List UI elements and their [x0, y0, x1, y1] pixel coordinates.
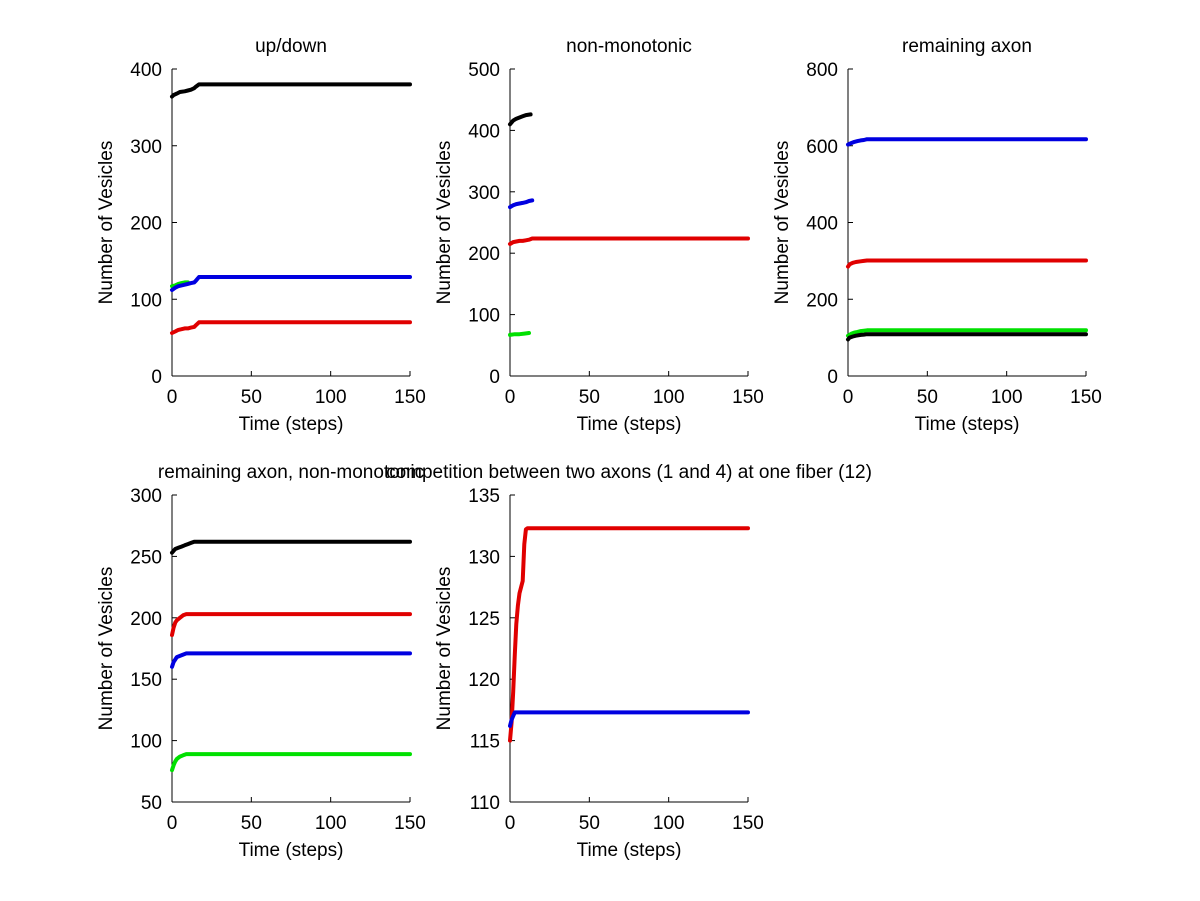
series-line-green [170, 280, 190, 289]
y-tick-label: 125 [468, 609, 500, 630]
y-tick-label: 200 [130, 214, 162, 235]
series-line-green [846, 328, 1088, 338]
y-tick-label: 115 [470, 732, 500, 753]
y-tick-label: 130 [468, 547, 500, 568]
y-tick-label: 200 [806, 290, 838, 311]
y-tick-label: 800 [806, 60, 838, 81]
y-tick-label: 300 [130, 486, 162, 507]
series-line-red [508, 526, 750, 743]
x-axis-label: Time (steps) [915, 414, 1020, 435]
x-tick-label: 50 [241, 387, 262, 408]
y-tick-label: 0 [489, 367, 500, 388]
x-tick-label: 50 [579, 813, 600, 834]
y-tick-label: 200 [468, 244, 500, 265]
x-tick-label: 150 [1070, 387, 1102, 408]
x-tick-label: 0 [167, 813, 178, 834]
y-tick-label: 110 [470, 793, 500, 814]
x-tick-label: 100 [315, 813, 347, 834]
x-tick-label: 50 [917, 387, 938, 408]
y-axis-label: Number of Vesicles [96, 567, 117, 731]
chart-title: remaining axon [902, 36, 1032, 57]
x-tick-label: 50 [241, 813, 262, 834]
y-tick-label: 50 [141, 793, 162, 814]
chart-title: up/down [255, 36, 327, 57]
x-tick-label: 100 [315, 387, 347, 408]
series-line-red [508, 236, 750, 246]
x-axis-label: Time (steps) [239, 840, 344, 861]
x-tick-label: 0 [505, 387, 516, 408]
x-tick-label: 0 [167, 387, 178, 408]
series-line-red [170, 612, 412, 637]
series-line-black [170, 539, 412, 555]
series-line-blue [170, 275, 412, 292]
y-tick-label: 300 [468, 183, 500, 204]
y-tick-label: 400 [130, 60, 162, 81]
x-tick-label: 100 [991, 387, 1023, 408]
series-line-red [170, 320, 412, 335]
y-axis-label: Number of Vesicles [434, 141, 455, 305]
series-line-blue [170, 651, 412, 669]
x-tick-label: 100 [653, 813, 685, 834]
y-tick-label: 100 [130, 732, 162, 753]
x-tick-label: 100 [653, 387, 685, 408]
x-tick-label: 150 [394, 813, 426, 834]
x-axis-label: Time (steps) [577, 414, 682, 435]
y-axis-label: Number of Vesicles [434, 567, 455, 731]
y-tick-label: 100 [130, 290, 162, 311]
series-line-blue [508, 710, 750, 728]
y-tick-label: 600 [806, 137, 838, 158]
series-line-green [508, 331, 531, 337]
y-tick-label: 400 [468, 121, 500, 142]
series-line-red [846, 258, 1088, 269]
y-tick-label: 100 [468, 306, 500, 327]
x-tick-label: 0 [843, 387, 854, 408]
y-tick-label: 0 [151, 367, 162, 388]
chart-panel-5: 0 50 100 150 110 115 120 125 130 135 competition b… [386, 462, 872, 861]
series-line-blue [508, 198, 535, 210]
chart-title: remaining axon, non-monotonic [158, 462, 424, 483]
series-line-black [846, 332, 1088, 342]
x-tick-label: 150 [394, 387, 426, 408]
y-tick-label: 500 [468, 60, 500, 81]
series-line-blue [846, 137, 1088, 147]
y-axis-label: Number of Vesicles [772, 141, 793, 305]
chart-title: competition between two axons (1 and 4) … [386, 462, 872, 483]
x-tick-label: 150 [732, 813, 764, 834]
y-tick-label: 0 [827, 367, 838, 388]
chart-title: non-monotonic [566, 36, 692, 57]
y-tick-label: 400 [806, 214, 838, 235]
y-tick-label: 150 [130, 670, 162, 691]
x-axis-label: Time (steps) [239, 414, 344, 435]
y-tick-label: 250 [130, 547, 162, 568]
y-tick-label: 135 [468, 486, 500, 507]
x-axis-label: Time (steps) [577, 840, 682, 861]
series-line-black [508, 112, 533, 127]
chart-panel-3: 0 50 100 150 0 200 400 600 800 remaining axon Time… [772, 36, 1102, 435]
x-tick-label: 0 [505, 813, 516, 834]
series-line-green [170, 752, 412, 773]
chart-panel-2: 0 50 100 150 0 100 200 300 400 500 non-monotonic Ti… [434, 36, 764, 435]
y-tick-label: 200 [130, 609, 162, 630]
x-tick-label: 150 [732, 387, 764, 408]
y-axis-label: Number of Vesicles [96, 141, 117, 305]
series-line-black [170, 82, 412, 99]
y-tick-label: 120 [468, 670, 500, 691]
x-tick-label: 50 [579, 387, 600, 408]
chart-panel-1: 0 50 100 150 0 100 200 300 400 up/down Time (steps… [96, 36, 426, 435]
y-tick-label: 300 [130, 137, 162, 158]
